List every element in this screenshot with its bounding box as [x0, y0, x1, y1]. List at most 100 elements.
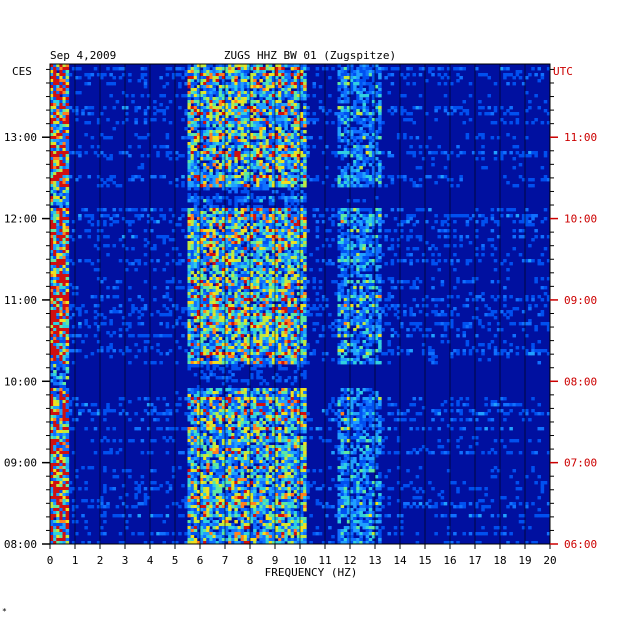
- heatmap-cell: [284, 154, 288, 158]
- heatmap-cell: [259, 277, 263, 281]
- heatmap-cell: [212, 73, 217, 77]
- heatmap-cell: [262, 223, 267, 227]
- heatmap-cell: [296, 262, 301, 266]
- heatmap-cell: [262, 235, 267, 239]
- heatmap-cell: [281, 295, 285, 299]
- heatmap-cell: [475, 298, 479, 302]
- heatmap-cell: [378, 292, 382, 296]
- heatmap-cell: [234, 220, 238, 224]
- heatmap-cell: [281, 277, 285, 281]
- heatmap-cell: [350, 223, 354, 227]
- heatmap-cell: [362, 298, 367, 302]
- heatmap-cell: [243, 160, 248, 164]
- heatmap-cell: [243, 121, 248, 125]
- heatmap-cell: [356, 100, 360, 104]
- heatmap-cell: [53, 217, 57, 221]
- heatmap-cell: [262, 85, 267, 89]
- heatmap-cell: [237, 115, 242, 119]
- heatmap-cell: [65, 121, 70, 125]
- heatmap-cell: [262, 295, 267, 299]
- heatmap-cell: [340, 94, 345, 98]
- heatmap-cell: [284, 127, 288, 131]
- heatmap-cell: [343, 262, 348, 266]
- heatmap-cell: [540, 166, 545, 170]
- heatmap-cell: [303, 277, 307, 281]
- heatmap-cell: [187, 166, 192, 170]
- heatmap-cell: [368, 208, 373, 212]
- heatmap-cell: [290, 82, 295, 86]
- heatmap-cell: [265, 112, 270, 116]
- heatmap-cell: [268, 259, 273, 263]
- heatmap-cell: [175, 247, 179, 251]
- heatmap-cell: [275, 64, 279, 68]
- heatmap-cell: [231, 277, 235, 281]
- heatmap-cell: [281, 160, 285, 164]
- heatmap-cell: [281, 283, 285, 287]
- heatmap-cell: [300, 214, 304, 218]
- heatmap-cell: [359, 178, 363, 182]
- heatmap-cell: [365, 82, 370, 86]
- heatmap-cell: [375, 64, 379, 68]
- heatmap-cell: [281, 301, 285, 305]
- heatmap-cell: [234, 127, 238, 131]
- heatmap-cell: [84, 133, 88, 137]
- heatmap-cell: [65, 139, 70, 143]
- heatmap-cell: [193, 295, 198, 299]
- heatmap-cell: [190, 139, 195, 143]
- heatmap-cell: [178, 253, 182, 257]
- heatmap-cell: [231, 274, 235, 278]
- heatmap-cell: [321, 295, 326, 299]
- heatmap-cell: [371, 301, 376, 305]
- heatmap-cell: [50, 88, 54, 92]
- heatmap-cell: [368, 250, 373, 254]
- heatmap-cell: [296, 178, 301, 182]
- heatmap-cell: [296, 238, 301, 242]
- heatmap-cell: [346, 232, 351, 236]
- heatmap-cell: [234, 109, 238, 113]
- heatmap-cell: [225, 121, 229, 125]
- heatmap-cell: [56, 94, 60, 98]
- heatmap-cell: [481, 214, 485, 218]
- heatmap-cell: [303, 238, 307, 242]
- heatmap-cell: [190, 196, 195, 200]
- heatmap-cell: [140, 163, 145, 167]
- heatmap-cell: [253, 136, 257, 140]
- heatmap-cell: [187, 229, 192, 233]
- heatmap-cell: [296, 235, 301, 239]
- heatmap-cell: [512, 208, 517, 212]
- heatmap-cell: [193, 307, 198, 311]
- heatmap-cell: [162, 94, 167, 98]
- heatmap-cell: [506, 181, 510, 185]
- heatmap-cell: [190, 292, 195, 296]
- heatmap-cell: [268, 241, 273, 245]
- heatmap-cell: [265, 139, 270, 143]
- heatmap-cell: [284, 283, 288, 287]
- heatmap-cell: [337, 274, 342, 278]
- heatmap-cell: [187, 148, 192, 152]
- heatmap-cell: [250, 157, 254, 161]
- heatmap-cell: [50, 85, 54, 89]
- heatmap-cell: [187, 244, 192, 248]
- heatmap-cell: [268, 226, 273, 230]
- heatmap-cell: [290, 286, 295, 290]
- heatmap-cell: [246, 286, 251, 290]
- heatmap-cell: [237, 274, 242, 278]
- heatmap-cell: [337, 229, 342, 233]
- heatmap-cell: [337, 145, 342, 149]
- heatmap-cell: [234, 136, 238, 140]
- heatmap-cell: [196, 286, 201, 290]
- heatmap-cell: [53, 157, 57, 161]
- heatmap-cell: [193, 151, 198, 155]
- heatmap-cell: [443, 151, 448, 155]
- heatmap-cell: [521, 220, 526, 224]
- heatmap-cell: [193, 280, 198, 284]
- heatmap-cell: [331, 223, 335, 227]
- heatmap-cell: [259, 163, 263, 167]
- heatmap-cell: [393, 67, 398, 71]
- heatmap-cell: [225, 169, 229, 173]
- heatmap-cell: [237, 214, 242, 218]
- heatmap-cell: [428, 136, 432, 140]
- heatmap-cell: [300, 67, 304, 71]
- heatmap-cell: [512, 229, 517, 233]
- heatmap-cell: [350, 85, 354, 89]
